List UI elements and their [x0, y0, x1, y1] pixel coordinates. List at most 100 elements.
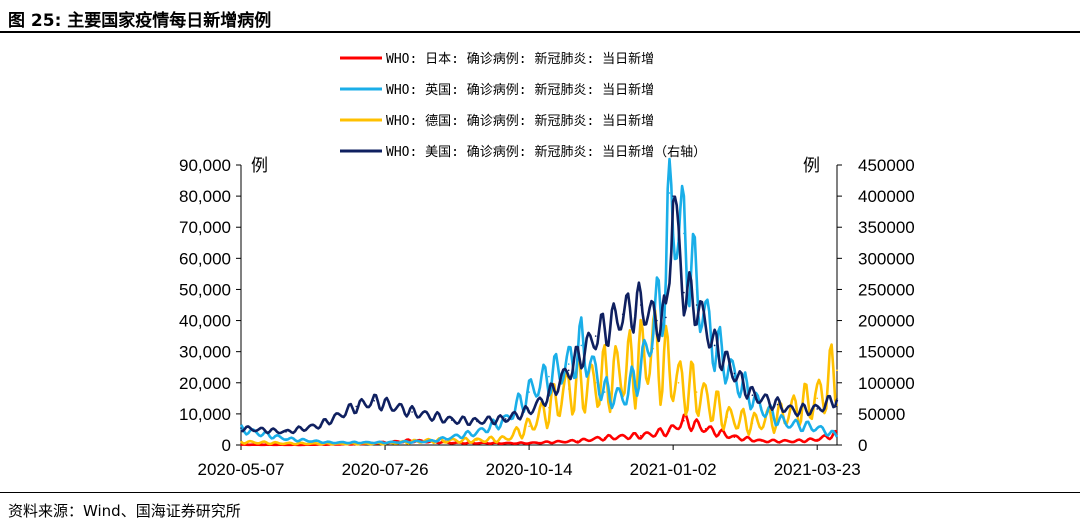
- series-point: [816, 427, 818, 429]
- series-point: [776, 403, 779, 406]
- series-point: [528, 442, 530, 444]
- right-tick-label: 200000: [858, 312, 915, 331]
- title-rule: [0, 31, 1080, 33]
- series-point: [683, 291, 685, 294]
- series-point: [760, 440, 763, 442]
- series-point: [328, 441, 331, 444]
- x-tick-label: 2021-01-02: [630, 460, 717, 479]
- series-point: [476, 431, 478, 434]
- legend-label: WHO: 美国: 确诊病例: 新冠肺炎: 当日新增（右轴）: [386, 144, 706, 160]
- series-point: [760, 406, 763, 409]
- series-point: [726, 416, 728, 418]
- chart-series: [239, 157, 839, 447]
- right-tick-label: 450000: [858, 156, 915, 175]
- series-point: [793, 410, 795, 412]
- legend-label: WHO: 英国: 确诊病例: 新冠肺炎: 当日新增: [386, 82, 654, 98]
- chart-legend: WHO: 日本: 确诊病例: 新冠肺炎: 当日新增 WHO: 英国: 确诊病例: …: [340, 51, 706, 160]
- series-point: [793, 440, 795, 443]
- series-point: [603, 437, 606, 439]
- left-axis-unit: 例: [251, 156, 268, 176]
- series-point: [528, 410, 530, 412]
- series-point: [476, 420, 478, 423]
- series-point: [285, 438, 287, 440]
- series-point: [656, 319, 658, 322]
- series-point: [733, 372, 736, 375]
- series-point: [567, 363, 570, 365]
- series-point: [355, 405, 358, 408]
- series-point: [285, 431, 287, 433]
- left-tick-label: 0: [222, 436, 231, 455]
- x-tick-label: 2020-10-14: [486, 460, 573, 479]
- series-point: [776, 416, 779, 418]
- right-tick-label: 0: [858, 436, 867, 455]
- right-tick-label: 50000: [858, 405, 905, 424]
- series-point: [548, 394, 550, 397]
- series-point: [704, 428, 707, 430]
- figure-title: 图 25: 主要国家疫情每日新增病例: [8, 11, 272, 31]
- series-point: [429, 440, 431, 443]
- source-note: 资料来源：Wind、国海证券研究所: [8, 502, 241, 520]
- left-tick-label: 80,000: [179, 187, 231, 206]
- chart-axes: 0 10,000 20,000 30,000 40,000 50,000 60,000 70,…: [179, 156, 915, 479]
- series-point: [450, 442, 453, 444]
- right-tick-label: 400000: [858, 187, 915, 206]
- daily-cases-chart: WHO: 日本: 确诊病例: 新冠肺炎: 当日新增 WHO: 英国: 确诊病例: …: [179, 51, 915, 479]
- series-point: [504, 418, 507, 420]
- series-point: [836, 369, 838, 372]
- left-tick-label: 60,000: [179, 249, 231, 268]
- series-point: [319, 424, 322, 426]
- footer-rule: [0, 492, 1080, 493]
- series-point: [528, 425, 530, 428]
- series-point: [621, 397, 624, 400]
- series-point: [668, 192, 671, 194]
- left-tick-label: 90,000: [179, 156, 231, 175]
- right-axis-unit: 例: [803, 156, 820, 176]
- series-line: [239, 157, 839, 445]
- series-point: [683, 419, 685, 422]
- series-point: [668, 430, 671, 432]
- series-point: [695, 288, 698, 291]
- series-point: [450, 419, 453, 421]
- series-point: [695, 304, 698, 306]
- series-point: [672, 195, 674, 197]
- series-point: [621, 313, 624, 316]
- series-point: [713, 344, 716, 347]
- series-point: [594, 382, 597, 384]
- right-tick-label: 250000: [858, 280, 915, 299]
- series-point: [695, 391, 698, 393]
- legend-label: WHO: 日本: 确诊病例: 新冠肺炎: 当日新增: [386, 51, 654, 67]
- x-tick-label: 2020-07-26: [342, 460, 429, 479]
- series-point: [816, 438, 818, 441]
- series-point: [528, 391, 530, 393]
- series-point: [503, 442, 505, 445]
- series-point: [816, 397, 818, 400]
- left-tick-label: 70,000: [179, 218, 231, 237]
- series-point: [733, 436, 736, 439]
- series-point: [665, 316, 667, 319]
- x-tick-label: 2020-05-07: [198, 460, 285, 479]
- series-point: [285, 442, 287, 445]
- series-point: [240, 443, 242, 446]
- left-tick-label: 30,000: [179, 343, 231, 362]
- series-point: [476, 439, 478, 442]
- series-point: [751, 422, 754, 425]
- series-point: [411, 411, 413, 413]
- x-tick-label: 2021-03-23: [774, 460, 861, 479]
- series-point: [836, 434, 838, 437]
- series-point: [639, 434, 642, 437]
- series-point: [567, 388, 570, 390]
- series-point: [665, 279, 667, 281]
- series-point: [384, 441, 386, 444]
- series-point: [548, 406, 550, 409]
- series-point: [733, 375, 736, 378]
- left-tick-label: 40,000: [179, 312, 231, 331]
- series-point: [639, 369, 642, 372]
- right-tick-label: 100000: [858, 374, 915, 393]
- series-point: [576, 440, 579, 442]
- series-point: [504, 438, 507, 440]
- left-tick-label: 50,000: [179, 280, 231, 299]
- series-point: [816, 408, 818, 410]
- right-tick-label: 350000: [858, 218, 915, 237]
- left-tick-label: 20,000: [179, 374, 231, 393]
- series-point: [580, 344, 583, 347]
